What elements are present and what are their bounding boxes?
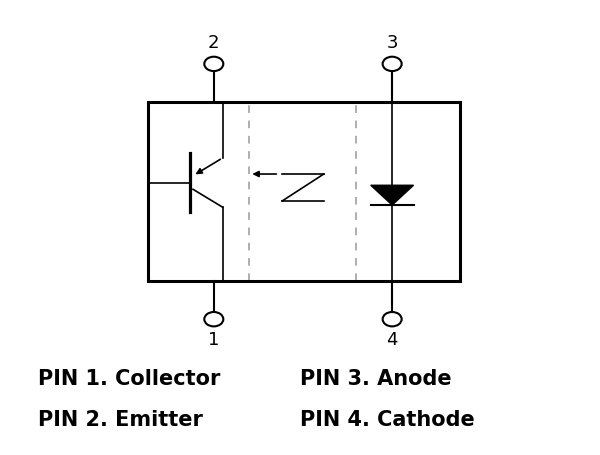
Text: 3: 3 [386, 34, 398, 52]
Circle shape [204, 312, 223, 326]
Text: PIN 4. Cathode: PIN 4. Cathode [300, 410, 475, 430]
Polygon shape [371, 185, 413, 205]
Text: PIN 3. Anode: PIN 3. Anode [300, 369, 452, 389]
Text: 2: 2 [208, 34, 220, 52]
Text: 4: 4 [386, 331, 398, 349]
Circle shape [383, 312, 401, 326]
Text: PIN 2. Emitter: PIN 2. Emitter [38, 410, 203, 430]
Text: 1: 1 [208, 331, 220, 349]
Bar [148, 101, 461, 282]
Circle shape [204, 57, 223, 71]
Circle shape [383, 57, 401, 71]
Text: PIN 1. Collector: PIN 1. Collector [38, 369, 221, 389]
